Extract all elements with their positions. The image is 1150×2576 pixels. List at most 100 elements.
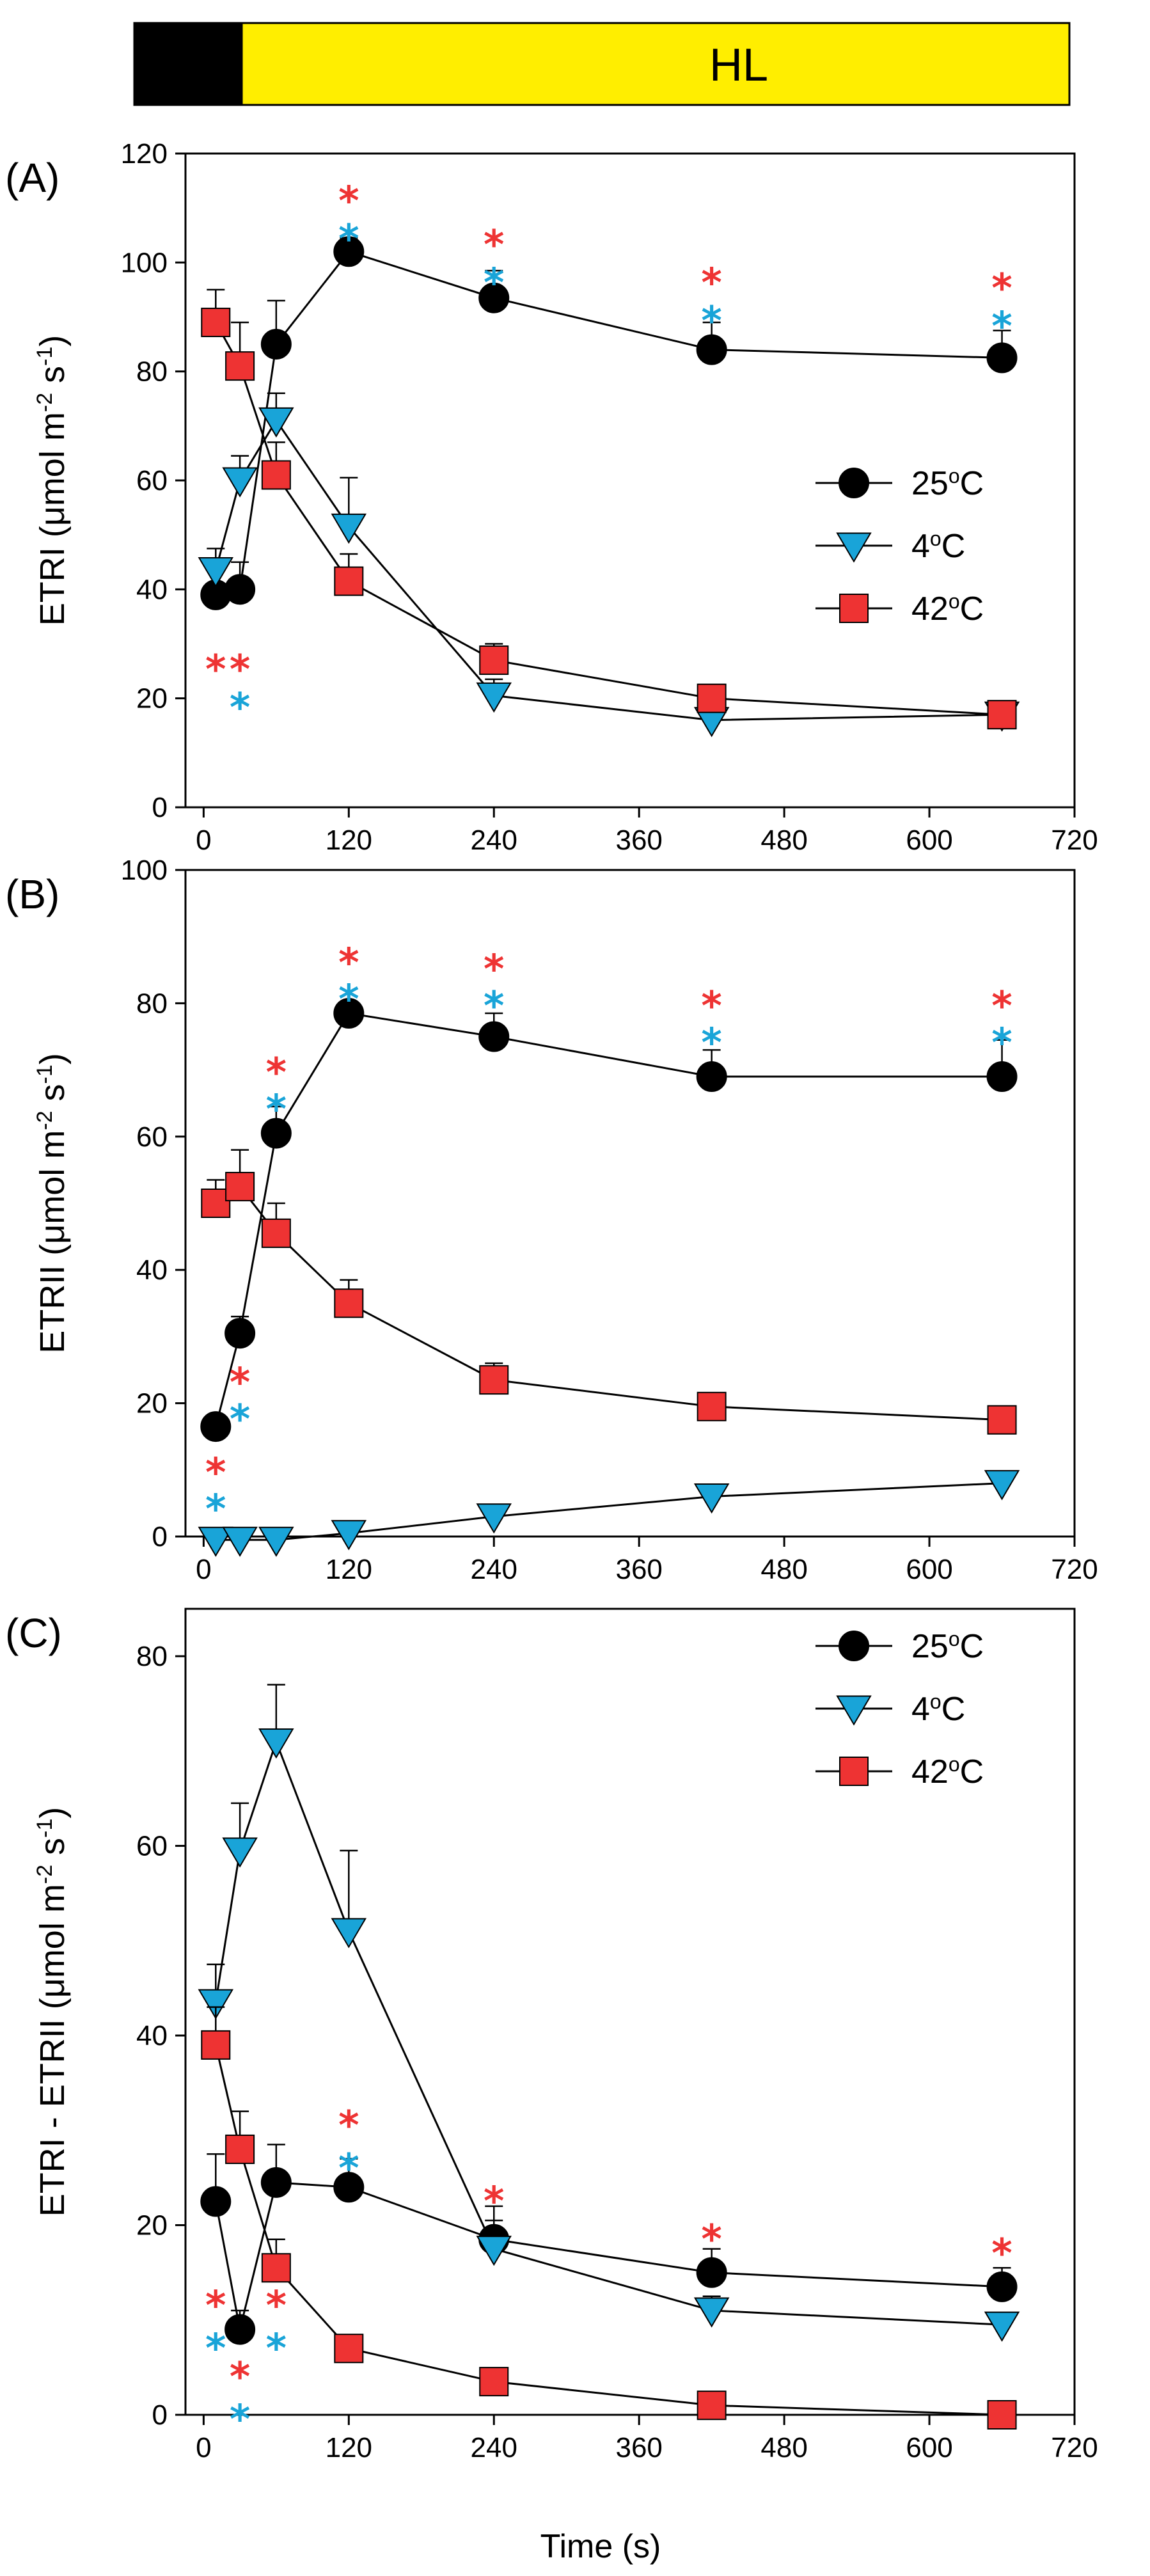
significance-star-red: * (991, 265, 1012, 312)
legend-marker-triangle (836, 532, 872, 563)
data-point-square (987, 700, 1017, 730)
panel-c: 0 120 240 360 480 600 720 0 20 40 60 80 (C) ETRI - ET… (5, 1608, 1098, 2463)
data-point-circle (200, 1411, 232, 1442)
data-point-circle (986, 1061, 1018, 1093)
plot-frame (184, 1608, 1076, 2416)
data-point-triangle (331, 1918, 367, 1948)
significance-star-red: * (266, 2282, 287, 2329)
x-tick-label: 720 (1051, 825, 1098, 856)
series-line (214, 1739, 1002, 2326)
x-tick-label: 120 (326, 2432, 372, 2463)
x-tick-label: 240 (471, 2432, 517, 2463)
data-point-square (334, 566, 364, 596)
y-tick-label: 80 (136, 1641, 168, 1672)
data-point-triangle (258, 1728, 294, 1759)
data-point-circle (260, 329, 292, 360)
series-line (216, 1482, 1002, 1541)
significance-star-red: * (701, 983, 721, 1029)
data-point-square (261, 2253, 291, 2283)
series-line (214, 2181, 1002, 2330)
data-point-triangle (258, 1526, 294, 1557)
significance-star-red: * (205, 646, 226, 693)
legend: 25oC 4oC 42oC (815, 464, 984, 628)
x-tick-label: 720 (1051, 2432, 1098, 2463)
y-tick-label: 20 (136, 683, 168, 715)
data-point-circle (986, 342, 1018, 374)
data-point-triangle (693, 1483, 730, 1514)
legend-label: 42oC (911, 1753, 984, 1790)
data-point-triangle (984, 2311, 1020, 2342)
significance-star-red: * (230, 646, 250, 693)
x-tick-label: 600 (906, 1554, 952, 1585)
data-point-triangle (331, 1520, 367, 1551)
y-tick-label: 40 (136, 574, 168, 605)
significance-star-blue: * (991, 1019, 1012, 1066)
series-4C (198, 392, 1020, 738)
significance-star-blue: * (338, 216, 359, 262)
y-tick-label: 60 (136, 1121, 168, 1153)
series-25C (200, 998, 1018, 1442)
data-point-square (987, 1405, 1017, 1435)
significance-star-blue: * (701, 297, 721, 344)
x-tick-label: 0 (196, 2432, 211, 2463)
treatment-bar: HL (133, 22, 1071, 106)
significance-star-red: * (991, 983, 1012, 1029)
legend-marker-square (839, 1757, 869, 1786)
legend-marker-circle (839, 468, 869, 498)
data-point-circle (260, 1118, 292, 1149)
data-point-square (697, 683, 727, 713)
legend-label: 4oC (911, 527, 965, 565)
data-point-square (334, 1288, 364, 1318)
significance-star-blue: * (991, 303, 1012, 350)
legend-marker-triangle (836, 1695, 872, 1726)
significance-star-red: * (230, 1359, 250, 1406)
significance-star-blue: * (230, 684, 250, 731)
data-point-circle (333, 2172, 365, 2203)
significance-star-blue: * (701, 1019, 721, 1066)
legend: 25oC 4oC 42oC (815, 1627, 984, 1790)
y-axis-title: ETRI - ETRII (μmol m-2 s-1) (33, 1807, 72, 2217)
data-point-circle (986, 2271, 1018, 2302)
data-point-triangle (198, 1526, 234, 1557)
x-tick-label: 480 (760, 1554, 807, 1585)
legend-marker-square (839, 594, 869, 623)
legend-label: 4oC (911, 1690, 965, 1728)
data-point-circle (260, 2167, 292, 2198)
data-point-square (261, 1218, 291, 1248)
y-tick-label: 40 (136, 2020, 168, 2051)
significance-star-blue: * (484, 259, 504, 306)
data-point-triangle (476, 2236, 512, 2266)
y-tick-label: 0 (152, 1521, 168, 1553)
data-point-circle (696, 1061, 727, 1093)
series-42C (201, 1149, 1017, 1435)
y-tick-label: 60 (136, 1831, 168, 1862)
data-point-circle (696, 334, 727, 365)
significance-star-blue: * (484, 983, 504, 1029)
data-point-circle (224, 1318, 256, 1349)
legend-marker-circle (839, 1631, 869, 1661)
x-tick-label: 0 (196, 825, 211, 856)
data-point-triangle (198, 1989, 234, 2019)
data-point-circle (478, 282, 510, 313)
x-tick-label: 240 (471, 1554, 517, 1585)
significance-star-blue: * (230, 1396, 250, 1442)
series-4C (198, 1470, 1020, 1557)
x-tick-label: 480 (760, 825, 807, 856)
data-point-square (201, 2030, 231, 2060)
y-tick-label: 60 (136, 465, 168, 496)
significance-star-red: * (266, 1049, 287, 1096)
panel-label: (B) (5, 871, 59, 917)
panel-a: 0 120 240 360 480 600 720 0 20 40 60 80 100 120 (A) ETR… (5, 138, 1098, 856)
series-line (214, 418, 1002, 722)
significance-star-blue: * (338, 2145, 359, 2192)
data-point-triangle (476, 682, 512, 713)
significance-star-red: * (701, 2216, 721, 2263)
significance-star-red: * (484, 2178, 504, 2225)
y-tick-label: 40 (136, 1254, 168, 1286)
significance-star-blue: * (230, 2396, 250, 2443)
significance-star-red: * (484, 946, 504, 993)
x-tick-label: 480 (760, 2432, 807, 2463)
data-point-circle (333, 998, 365, 1029)
plot-frame (184, 869, 1076, 1538)
data-point-square (697, 2390, 727, 2421)
